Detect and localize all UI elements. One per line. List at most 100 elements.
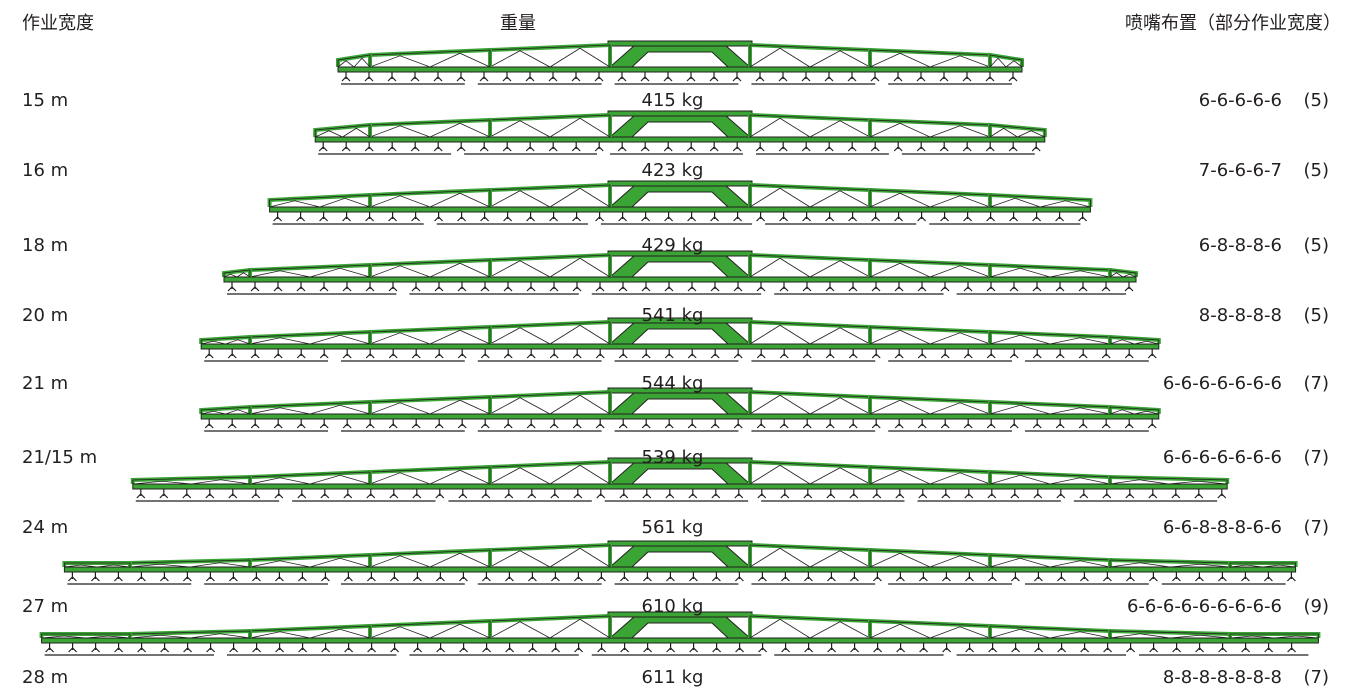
section-count-value: (5): [1303, 305, 1330, 326]
nozzle: [367, 643, 377, 653]
truss-frame: [988, 552, 1112, 567]
truss-bracing: [989, 334, 1111, 345]
nozzle: [1287, 643, 1297, 653]
nozzle: [182, 572, 192, 582]
working-width-header: 作业宽度: [22, 13, 94, 34]
nozzle: [988, 643, 998, 653]
nozzle: [1011, 643, 1021, 653]
truss-bracing: [749, 324, 871, 345]
truss-bracing: [201, 339, 251, 345]
nozzle: [686, 142, 696, 152]
nozzle: [410, 142, 420, 152]
nozzle: [664, 349, 674, 359]
nozzle: [687, 419, 697, 429]
nozzle: [365, 282, 375, 292]
nozzle: [456, 142, 466, 152]
nozzle: [1149, 643, 1159, 653]
boom-row: [199, 387, 1161, 432]
truss-bracing: [489, 394, 611, 415]
truss-bracing: [989, 557, 1111, 568]
nozzle: [733, 212, 743, 222]
truss-bracing: [749, 394, 871, 415]
nozzle: [732, 142, 742, 152]
nozzle: [1032, 212, 1042, 222]
nozzle: [527, 489, 537, 499]
truss-bracing: [249, 628, 371, 639]
nozzle: [918, 489, 928, 499]
nozzle: [986, 419, 996, 429]
truss-frame: [988, 192, 1093, 207]
weight-header: 重量: [500, 13, 536, 34]
nozzle: [1102, 489, 1112, 499]
truss-bracing: [369, 262, 491, 278]
nozzle: [413, 643, 423, 653]
nozzle: [1218, 643, 1228, 653]
nozzle: [986, 349, 996, 359]
nozzle: [617, 142, 627, 152]
boom-rail: [223, 276, 1137, 283]
nozzle: [641, 349, 651, 359]
truss-bracing: [315, 127, 371, 138]
nozzle: [458, 572, 468, 582]
section-count-value: (7): [1303, 667, 1330, 688]
nozzle: [297, 572, 307, 582]
truss-bracing: [249, 557, 371, 568]
nozzle: [940, 419, 950, 429]
nozzle: [1078, 282, 1088, 292]
working-width-value: 28 m: [22, 667, 69, 688]
truss-outline: [1229, 562, 1296, 567]
nozzle: [916, 142, 926, 152]
nozzle: [894, 282, 904, 292]
nozzle: [503, 419, 513, 429]
truss-frame: [988, 623, 1112, 638]
nozzle: [434, 282, 444, 292]
weight-value: 561 kg: [641, 517, 704, 538]
nozzle: [940, 282, 950, 292]
section-count-value: (7): [1303, 517, 1330, 538]
nozzle: [641, 419, 651, 429]
nozzle: [412, 489, 422, 499]
nozzle: [1102, 572, 1112, 582]
nozzle: [342, 282, 352, 292]
nozzle: [688, 572, 698, 582]
nozzle: [479, 142, 489, 152]
nozzle: [618, 349, 628, 359]
truss-bracing: [869, 623, 991, 639]
boom-row: [222, 250, 1138, 295]
nozzle: [804, 643, 814, 653]
nozzle: [573, 572, 583, 582]
weight-value: 611 kg: [641, 667, 704, 688]
nozzle: [756, 212, 766, 222]
nozzle: [549, 419, 559, 429]
nozzle: [620, 643, 630, 653]
nozzle: [457, 212, 467, 222]
nozzle: [643, 643, 653, 653]
nozzle: [321, 643, 331, 653]
nozzle: [1008, 72, 1018, 82]
truss-bracing: [249, 404, 371, 415]
truss-bracing: [489, 324, 611, 345]
nozzle: [848, 282, 858, 292]
nozzle: [572, 419, 582, 429]
nozzle: [45, 643, 55, 653]
nozzle: [779, 349, 789, 359]
nozzle: [709, 72, 719, 82]
truss-frame: [248, 552, 372, 567]
nozzle: [1125, 489, 1135, 499]
nozzle: [526, 212, 536, 222]
nozzle: [1078, 349, 1088, 359]
boom-row: [336, 40, 1024, 85]
nozzle: [204, 419, 214, 429]
boom-row: [313, 110, 1047, 155]
nozzle: [871, 282, 881, 292]
truss-bracing: [249, 334, 371, 345]
nozzle: [617, 72, 627, 82]
nozzle: [319, 419, 329, 429]
nozzle: [871, 419, 881, 429]
nozzle: [342, 419, 352, 429]
weight-value: 541 kg: [641, 305, 704, 326]
nozzle: [1194, 489, 1204, 499]
truss-bracing: [489, 618, 611, 639]
truss-frame: [128, 628, 252, 638]
nozzle: [388, 349, 398, 359]
